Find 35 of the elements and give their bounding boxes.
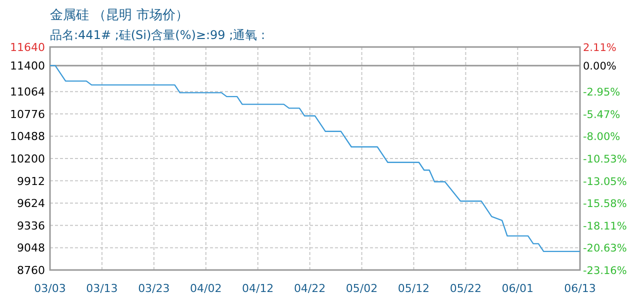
y-tick-label: 11064 bbox=[10, 86, 45, 99]
y-tick-label: 9912 bbox=[17, 174, 45, 188]
x-tick-label: 03/03 bbox=[34, 282, 66, 295]
y-tick-label: 11640 bbox=[10, 41, 45, 54]
y-tick-label: 9624 bbox=[17, 197, 45, 210]
y-tick-label: 11400 bbox=[10, 60, 45, 73]
y-tick-label: 10200 bbox=[10, 152, 45, 166]
y2-tick-label: -15.58% bbox=[583, 198, 627, 210]
x-tick-label: 04/12 bbox=[242, 282, 274, 295]
y-tick-label: 9048 bbox=[17, 242, 45, 255]
x-tick-label: 06/01 bbox=[502, 282, 534, 295]
y2-tick-label: -5.47% bbox=[583, 108, 620, 121]
y-tick-label: 9336 bbox=[17, 219, 45, 232]
y2-tick-label: -13.05% bbox=[583, 176, 627, 188]
y2-tick-label: -20.63% bbox=[583, 242, 627, 255]
y2-tick-label: -23.16% bbox=[583, 265, 627, 277]
y2-tick-label: -10.53% bbox=[583, 154, 627, 166]
y2-tick-label: -8.00% bbox=[583, 131, 620, 144]
y-tick-label: 10488 bbox=[10, 130, 45, 144]
y2-tick-label: -18.11% bbox=[583, 220, 627, 232]
x-tick-label: 05/22 bbox=[450, 282, 482, 295]
chart-title: 金属硅 （昆明 市场价） bbox=[50, 8, 188, 23]
x-tick-label: 03/23 bbox=[138, 282, 170, 295]
y2-tick-label: 2.11% bbox=[583, 42, 616, 54]
x-tick-label: 06/13 bbox=[564, 282, 596, 295]
x-tick-label: 05/02 bbox=[346, 282, 378, 295]
y2-tick-label: 0.00% bbox=[583, 60, 616, 73]
x-tick-label: 05/12 bbox=[398, 282, 430, 295]
chart-subtitle: 品名:441# ;硅(Si)含量(%)≥:99 ;通氧 : bbox=[50, 28, 266, 42]
y-tick-label: 10776 bbox=[10, 108, 45, 121]
x-tick-label: 04/02 bbox=[190, 282, 222, 295]
x-tick-label: 03/13 bbox=[86, 282, 118, 295]
x-tick-label: 04/22 bbox=[294, 282, 326, 295]
y-tick-label: 8760 bbox=[17, 264, 45, 277]
y2-tick-label: -2.95% bbox=[583, 86, 620, 99]
